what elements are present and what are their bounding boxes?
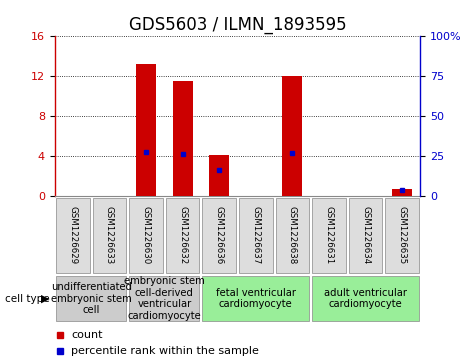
Bar — [129, 197, 163, 273]
Text: percentile rank within the sample: percentile rank within the sample — [71, 346, 259, 356]
Text: GSM1226630: GSM1226630 — [142, 206, 151, 264]
Bar — [93, 197, 126, 273]
Text: GSM1226629: GSM1226629 — [68, 206, 77, 264]
Text: undifferentiated
embryonic stem
cell: undifferentiated embryonic stem cell — [51, 282, 132, 315]
Text: GSM1226633: GSM1226633 — [105, 206, 114, 264]
Bar — [129, 276, 200, 321]
Bar — [385, 197, 419, 273]
Bar — [56, 276, 126, 321]
Bar — [202, 276, 309, 321]
Text: fetal ventricular
cardiomyocyte: fetal ventricular cardiomyocyte — [216, 288, 296, 309]
Text: count: count — [71, 330, 103, 340]
Bar — [56, 197, 90, 273]
Text: GSM1226632: GSM1226632 — [178, 206, 187, 264]
Text: GSM1226637: GSM1226637 — [251, 206, 260, 264]
Bar — [282, 76, 303, 196]
Text: embryonic stem
cell-derived
ventricular
cardiomyocyte: embryonic stem cell-derived ventricular … — [124, 276, 205, 321]
Bar — [209, 155, 229, 196]
Text: GSM1226636: GSM1226636 — [215, 206, 224, 264]
Text: ▶: ▶ — [41, 294, 49, 303]
Bar — [276, 197, 309, 273]
Bar — [392, 189, 412, 196]
Text: adult ventricular
cardiomyocyte: adult ventricular cardiomyocyte — [324, 288, 407, 309]
Text: GSM1226635: GSM1226635 — [398, 206, 407, 264]
Bar — [349, 197, 382, 273]
Bar — [202, 197, 236, 273]
Title: GDS5603 / ILMN_1893595: GDS5603 / ILMN_1893595 — [129, 16, 346, 34]
Text: GSM1226638: GSM1226638 — [288, 206, 297, 264]
Bar — [312, 197, 346, 273]
Bar — [239, 197, 273, 273]
Bar — [136, 64, 156, 196]
Text: GSM1226634: GSM1226634 — [361, 206, 370, 264]
Bar — [312, 276, 419, 321]
Bar — [172, 81, 193, 196]
Bar — [166, 197, 199, 273]
Text: cell type: cell type — [5, 294, 49, 303]
Text: GSM1226631: GSM1226631 — [324, 206, 333, 264]
